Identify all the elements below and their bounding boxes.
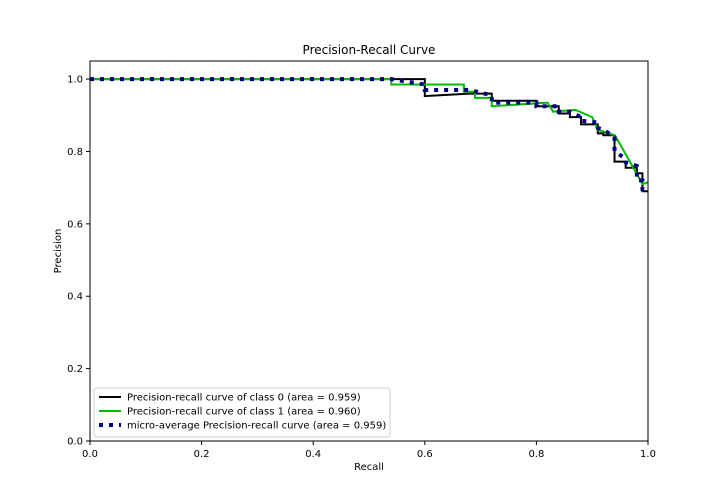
y-tick-label: 0.0 (67, 437, 83, 448)
legend-entry-0: Precision-recall curve of class 0 (area … (127, 393, 361, 404)
x-tick-label: 0.8 (528, 449, 544, 460)
series-line-2 (90, 77, 648, 194)
series-group (90, 77, 648, 194)
y-tick-label: 0.2 (67, 364, 83, 375)
x-tick-label: 0.0 (82, 449, 98, 460)
plot-area: 0.0 0.2 0.4 0.6 0.8 1.0 0.0 0.2 0.4 0.6 0.8 1.0 (67, 60, 656, 460)
legend-entry-1: Precision-recall curve of class 1 (area … (127, 407, 361, 418)
y-axis-label: Precision (53, 229, 64, 274)
y-tick-label: 0.6 (67, 219, 83, 230)
chart-title: Precision-Recall Curve (303, 43, 436, 57)
x-tick-label: 0.4 (305, 449, 321, 460)
axes-frame (89, 60, 649, 442)
x-tick-label: 0.2 (194, 449, 210, 460)
x-axis-label: Recall (354, 462, 384, 473)
legend-box (93, 387, 391, 438)
series-line-1 (90, 78, 648, 186)
y-tick-label: 0.4 (67, 292, 83, 303)
legend-entry-2: micro-average Precision-recall curve (ar… (127, 421, 386, 432)
legend: Precision-recall curve of class 0 (area … (93, 387, 391, 438)
x-tick-label: 1.0 (640, 449, 656, 460)
x-tick-label: 0.6 (417, 449, 433, 460)
y-tick-label: 0.8 (67, 147, 83, 158)
y-tick-label: 1.0 (67, 75, 83, 86)
